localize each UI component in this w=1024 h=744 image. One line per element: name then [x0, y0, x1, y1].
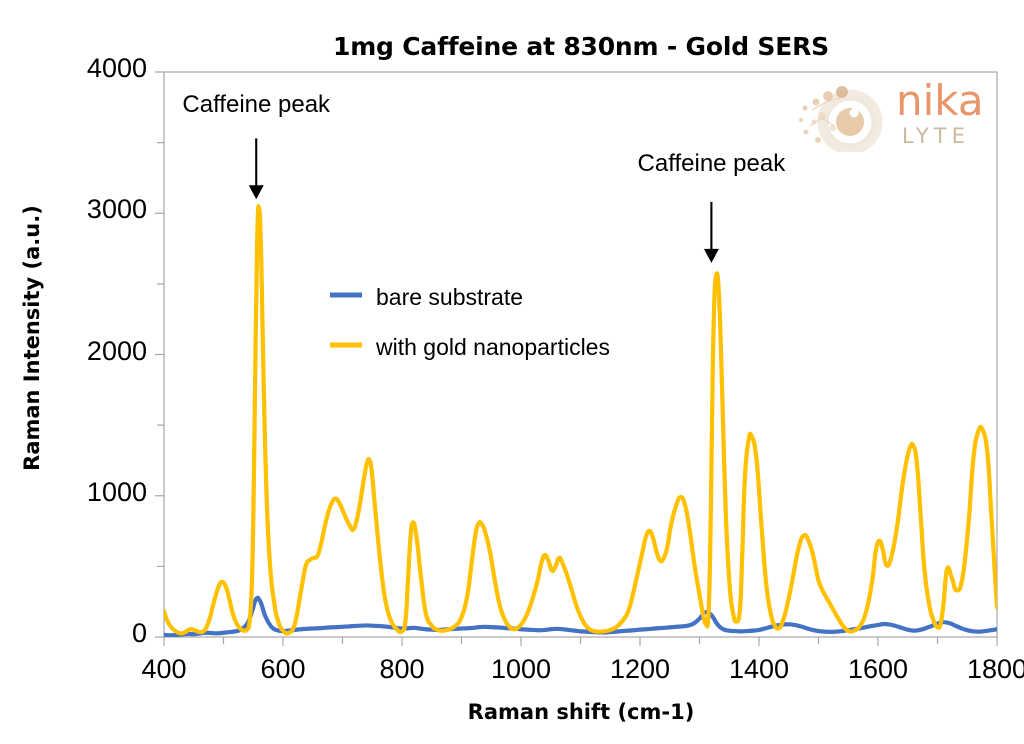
x-axis-title: Raman shift (cm-1): [467, 700, 695, 724]
x-tick-label: 600: [260, 654, 306, 684]
y-tick-label: 2000: [86, 335, 147, 366]
nikalyte-logo: nika LYTE: [792, 76, 992, 152]
y-tick-label: 3000: [86, 194, 147, 225]
y-tick-label: 4000: [86, 53, 147, 83]
logo-name-text: nika: [896, 76, 984, 125]
annotation-arrow-head: [248, 185, 264, 200]
x-tick-label: 1200: [609, 654, 671, 684]
chart-title: 1mg Caffeine at 830nm - Gold SERS: [333, 32, 829, 61]
y-tick-label: 1000: [86, 476, 147, 507]
x-tick-label: 1000: [490, 654, 552, 684]
series-line-with-gold-nanoparticles: [164, 204, 997, 636]
logo-emblem-icon: [799, 86, 883, 152]
legend-swatches: [330, 292, 362, 348]
legend-label-gold-nanoparticles: with gold nanoparticles: [376, 334, 610, 360]
annotations-layer: [248, 138, 719, 263]
logo-sub-text: LYTE: [902, 124, 970, 148]
x-tick-label: 1800: [966, 654, 1024, 684]
x-tick-label: 1400: [728, 654, 790, 684]
axes-layer: [155, 71, 998, 646]
x-tick-label: 1600: [847, 654, 909, 684]
x-tick-label: 400: [141, 654, 187, 684]
x-tick-label: 800: [379, 654, 425, 684]
series-layer: [164, 204, 997, 637]
annotation-label-caffeine-peak-2: Caffeine peak: [637, 150, 786, 178]
annotation-label-caffeine-peak-1: Caffeine peak: [182, 90, 331, 118]
annotation-arrow-head: [703, 248, 719, 263]
y-tick-label: 0: [131, 618, 147, 648]
legend-label-bare-substrate: bare substrate: [376, 284, 524, 310]
